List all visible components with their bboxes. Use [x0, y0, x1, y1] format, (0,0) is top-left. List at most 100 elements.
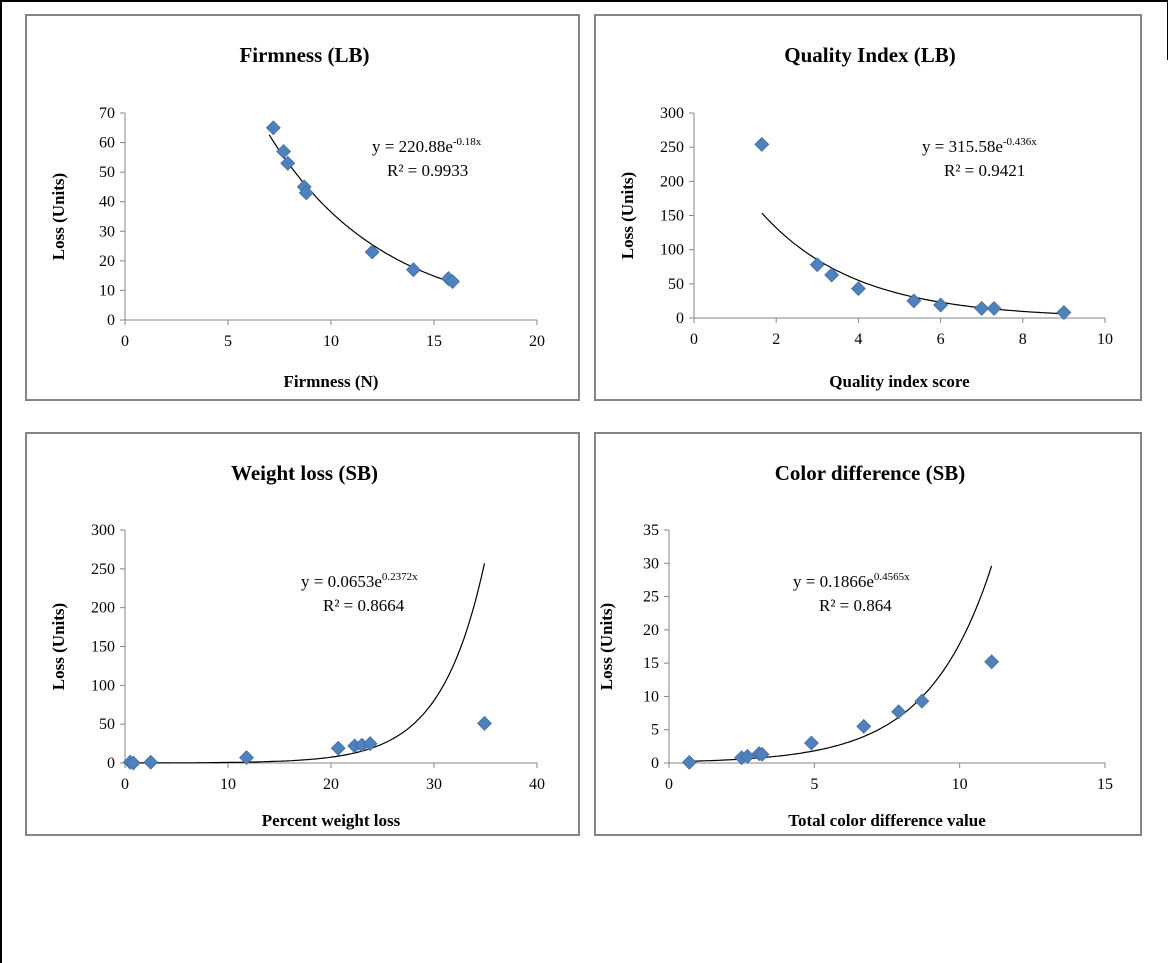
chart-panel-weight-loss: Weight loss (SB) 0 50 100 150 200 250 300 0 10 20 3… — [25, 432, 580, 836]
chart3-equation-base: y = 0.1866e — [793, 572, 874, 591]
chart0-equation-exponent: -0.18x — [453, 136, 482, 148]
chart2-equation-exponent: 0.2372x — [382, 571, 418, 583]
chart3-y-tick-label: 0 — [651, 755, 659, 772]
chart1-title: Quality Index (LB) — [784, 43, 956, 67]
chart3-data-point — [984, 654, 1000, 670]
chart2-r-squared: R² = 0.8664 — [323, 596, 405, 615]
chart2-x-axis-label: Percent weight loss — [262, 811, 401, 830]
chart0-data-point — [276, 144, 292, 159]
chart0-y-tick-label: 30 — [99, 223, 115, 240]
chart3-data-point — [891, 704, 907, 720]
chart-svg-firmness: Firmness (LB) 0 10 20 30 40 50 60 70 0 5 10 15 20 Firm… — [49, 43, 545, 391]
chart1-x-tick-label: 6 — [937, 331, 945, 348]
chart0-r-squared: R² = 0.9933 — [387, 161, 468, 180]
chart0-x-tick-label: 10 — [323, 333, 339, 350]
chart-panel-quality-index: Quality Index (LB) 0 50 100 150 200 250 300 0 2 4 6… — [594, 14, 1142, 401]
chart1-y-tick-label: 200 — [660, 173, 684, 190]
chart0-data-point — [364, 244, 380, 260]
chart1-equation-base: y = 315.58e — [922, 137, 1003, 156]
chart-panel-color-difference: Color difference (SB) 0 5 10 15 20 25 30 35 0 5 10 1… — [594, 432, 1142, 836]
chart0-x-tick-label: 20 — [529, 333, 545, 350]
chart3-y-tick-label: 10 — [643, 688, 659, 705]
chart2-y-tick-label: 0 — [107, 755, 115, 772]
chart3-y-tick-label: 30 — [643, 555, 659, 572]
chart3-y-tick-label: 5 — [651, 722, 659, 739]
chart1-x-tick-label: 4 — [854, 331, 862, 348]
chart3-data-point — [804, 735, 819, 751]
chart0-y-tick-label: 40 — [99, 194, 115, 211]
chart1-y-tick-label: 250 — [660, 139, 684, 156]
chart2-x-tick-label: 0 — [121, 776, 129, 793]
chart2-data-point — [125, 755, 141, 771]
chart3-data-point — [754, 746, 770, 762]
chart3-y-tick-label: 35 — [643, 522, 659, 539]
chart3-y-tick-label: 15 — [643, 655, 659, 672]
chart2-data-point — [477, 715, 492, 731]
chart2-y-tick-label: 150 — [91, 639, 115, 656]
chart2-data-point — [239, 750, 254, 765]
chart1-x-axis-label: Quality index score — [829, 372, 970, 391]
chart2-x-tick-label: 10 — [220, 776, 236, 793]
chart3-x-axis-label: Total color difference value — [788, 811, 986, 830]
chart1-r-squared: R² = 0.9421 — [944, 161, 1025, 180]
chart1-x-tick-label: 8 — [1019, 331, 1027, 348]
chart0-data-point — [265, 120, 281, 136]
chart1-data-point — [1056, 305, 1072, 320]
chart0-data-point — [280, 155, 296, 171]
chart3-data-point — [914, 693, 930, 709]
chart1-equation-exponent: -0.436x — [1003, 136, 1037, 148]
chart0-trendline — [268, 134, 455, 284]
chart3-y-tick-label: 20 — [643, 622, 659, 639]
chart2-y-tick-label: 50 — [99, 716, 115, 733]
chart1-data-point — [850, 281, 866, 297]
chart0-y-tick-label: 0 — [107, 312, 115, 329]
chart0-y-tick-label: 50 — [99, 164, 115, 181]
chart2-y-tick-label: 100 — [91, 677, 115, 694]
chart0-y-tick-label: 60 — [99, 135, 115, 152]
chart2-x-tick-label: 20 — [323, 776, 339, 793]
chart1-data-point — [906, 293, 922, 309]
chart2-x-tick-label: 40 — [529, 776, 545, 793]
chart0-y-tick-label: 20 — [99, 253, 115, 270]
chart3-equation-exponent: 0.4565x — [874, 571, 910, 583]
chart-svg-color-difference: Color difference (SB) 0 5 10 15 20 25 30 35 0 5 10 1… — [597, 461, 1113, 830]
chart3-x-tick-label: 0 — [665, 776, 673, 793]
chart0-y-tick-label: 10 — [99, 282, 115, 299]
chart2-data-point — [330, 740, 346, 756]
chart1-y-tick-label: 50 — [668, 276, 684, 293]
chart1-y-tick-label: 150 — [660, 208, 684, 225]
chart1-x-tick-label: 2 — [772, 331, 780, 348]
chart1-x-tick-label: 10 — [1097, 331, 1113, 348]
chart-svg-weight-loss: Weight loss (SB) 0 50 100 150 200 250 300 0 10 20 3… — [49, 461, 545, 830]
chart0-x-tick-label: 0 — [121, 333, 129, 350]
chart1-data-point — [809, 257, 825, 273]
chart2-data-point — [143, 754, 159, 770]
chart2-data-point — [362, 736, 378, 752]
chart2-title: Weight loss (SB) — [231, 461, 378, 485]
chart0-x-tick-label: 5 — [224, 333, 232, 350]
chart1-x-tick-label: 0 — [690, 331, 698, 348]
chart0-x-tick-label: 15 — [426, 333, 442, 350]
chart2-trendline — [128, 563, 486, 764]
chart1-y-tick-label: 0 — [676, 310, 684, 327]
chart3-y-axis-label: Loss (Units) — [597, 603, 616, 690]
chart3-x-tick-label: 5 — [810, 776, 818, 793]
chart-panel-firmness: Firmness (LB) 0 10 20 30 40 50 60 70 0 5 10 15 20 Firm… — [25, 14, 580, 401]
chart0-data-point — [405, 262, 421, 278]
chart2-y-tick-label: 200 — [91, 600, 115, 617]
chart3-y-tick-label: 25 — [643, 589, 659, 606]
chart3-x-tick-label: 15 — [1097, 776, 1113, 793]
chart1-y-tick-label: 300 — [660, 105, 684, 122]
chart0-title: Firmness (LB) — [239, 43, 369, 67]
chart3-title: Color difference (SB) — [775, 461, 966, 485]
chart0-y-axis-label: Loss (Units) — [49, 173, 68, 260]
chart1-data-point — [986, 301, 1002, 316]
chart2-equation: y = 0.0653e0.2372x — [301, 571, 418, 591]
chart3-r-squared: R² = 0.864 — [819, 596, 892, 615]
chart2-equation-base: y = 0.0653e — [301, 572, 382, 591]
chart0-data-point — [298, 185, 314, 201]
chart2-x-tick-label: 30 — [426, 776, 442, 793]
chart3-data-point — [856, 718, 872, 734]
chart-svg-quality-index: Quality Index (LB) 0 50 100 150 200 250 300 0 2 4 6… — [618, 43, 1113, 391]
chart3-equation: y = 0.1866e0.4565x — [793, 571, 910, 591]
